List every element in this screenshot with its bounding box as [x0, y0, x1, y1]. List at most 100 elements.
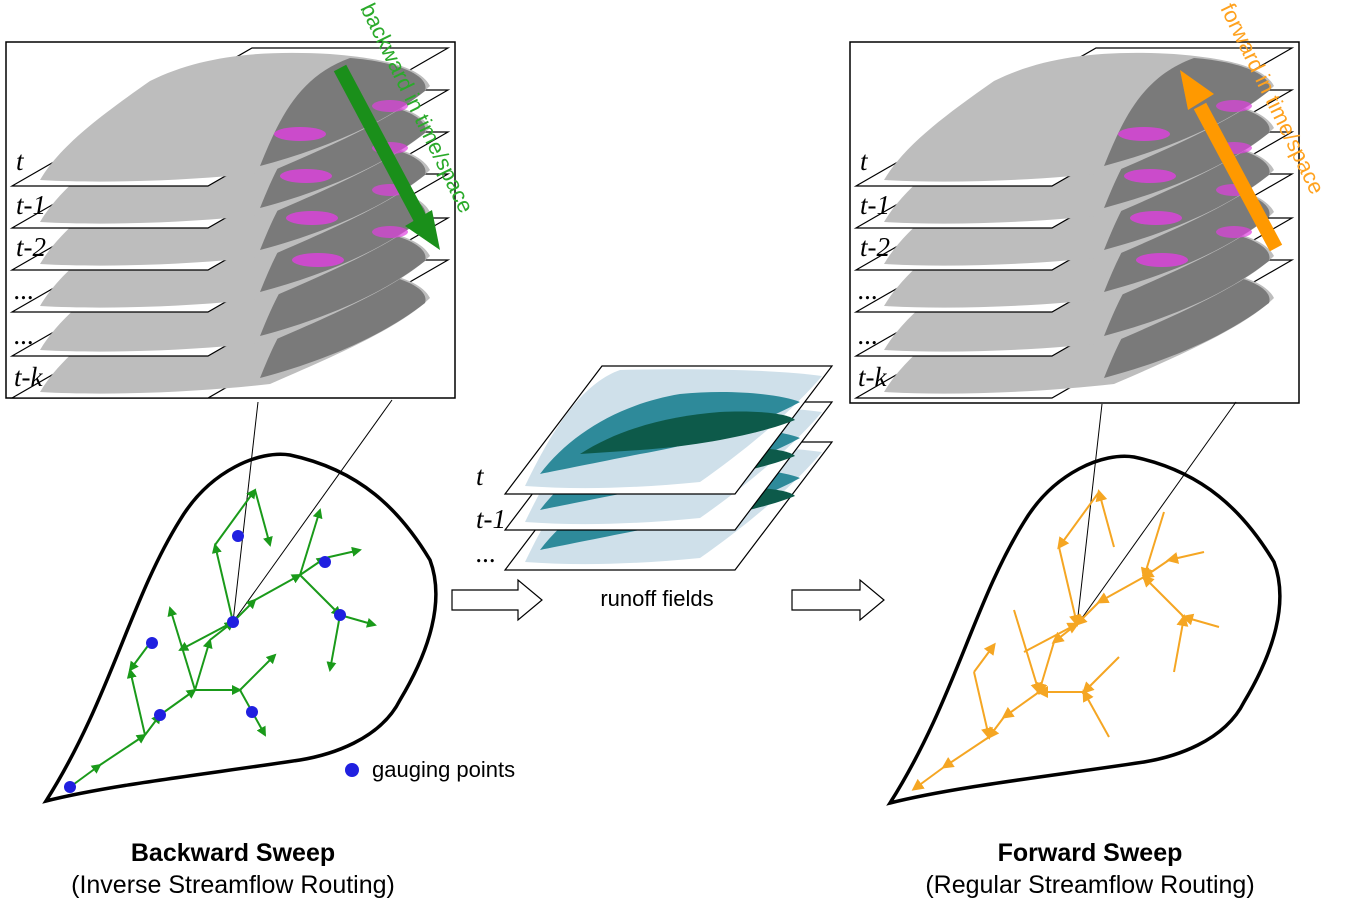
right-river-link: [1141, 574, 1185, 618]
right-time-labels: t t-1 t-2 ... ... t-k: [858, 146, 890, 392]
legend: gauging points: [345, 757, 515, 782]
gauge-point: [64, 781, 76, 793]
runoff-layer-2: [503, 365, 834, 495]
right-river-link: [911, 766, 945, 791]
left-layer-river-patch: [260, 228, 426, 336]
right-map-stack: [849, 41, 1300, 404]
left-river-link: [299, 508, 323, 576]
right-layer-highlight: [1118, 127, 1170, 141]
right-layer-river-patch: [1104, 270, 1270, 378]
gauge-point: [154, 709, 166, 721]
right-layer-river-patch: [1104, 228, 1270, 336]
left-layer-highlight: [280, 169, 332, 183]
flow-arrow-right: [791, 578, 885, 622]
runoff-caption: runoff fields: [600, 586, 713, 611]
right-river-link: [987, 716, 1005, 740]
left-river-link: [69, 763, 102, 788]
right-river-link: [1081, 656, 1120, 695]
left-river-link: [128, 642, 151, 672]
right-connector-2: [1076, 401, 1237, 626]
left-river-link: [194, 638, 213, 691]
left-layer-highlight: [372, 100, 408, 112]
right-river-link: [1023, 622, 1080, 653]
left-layer-0: [9, 47, 451, 187]
right-river-link: [1181, 613, 1220, 628]
left-label-t-1: t-1: [16, 190, 46, 220]
right-river-link: [1140, 511, 1165, 580]
left-river-link: [299, 574, 342, 617]
left-layers: [9, 47, 451, 399]
right-watershed-outline: [886, 454, 1282, 806]
right-connector-1: [1076, 403, 1103, 626]
left-river-link: [178, 621, 234, 651]
runoff-label-ellipsis: ...: [476, 538, 496, 568]
gauge-point: [227, 616, 239, 628]
left-label-t-2: t-2: [16, 232, 46, 262]
flow-arrow-left: [451, 578, 543, 622]
gauge-point: [334, 609, 346, 621]
runoff-layers: [503, 365, 834, 571]
runoff-label-t: t: [476, 461, 485, 491]
left-river-link: [159, 688, 197, 716]
right-label-t: t: [860, 146, 869, 176]
right-river-link: [1001, 691, 1040, 719]
right-river-link: [1082, 689, 1110, 738]
right-label-t-2: t-2: [860, 232, 890, 262]
right-river-link: [973, 671, 993, 740]
backward-sweep-subtitle: (Inverse Streamflow Routing): [71, 871, 395, 899]
left-river-link: [239, 653, 277, 691]
forward-arrow-shaft: [1193, 102, 1283, 252]
left-layer-highlight: [292, 253, 344, 267]
right-layer-highlight: [1136, 253, 1188, 267]
right-river-network: [911, 489, 1220, 791]
gauge-point: [232, 530, 244, 542]
right-layer-highlight: [1216, 100, 1252, 112]
runoff-label-t-1: t-1: [476, 504, 506, 534]
right-river-link: [1095, 489, 1115, 548]
left-label-ellipsis-2: ...: [14, 320, 34, 350]
right-river-link: [1035, 641, 1055, 695]
backward-arrow-head: [405, 210, 440, 250]
forward-arrow-head: [1180, 70, 1214, 110]
runoff-stack: t t-1 ... runoff fields: [476, 365, 834, 611]
left-time-labels: t t-1 t-2 ... ... t-k: [14, 146, 46, 392]
left-connector-1: [232, 401, 259, 623]
gauge-point: [246, 706, 258, 718]
right-river-link: [973, 642, 996, 673]
right-river-link: [1096, 576, 1145, 604]
right-river-link: [1074, 601, 1100, 627]
gauge-point: [146, 637, 158, 649]
right-river-link: [941, 736, 990, 769]
gauge-legend-dot: [345, 763, 359, 777]
left-river-network: [64, 488, 377, 793]
left-map-stack: [5, 41, 456, 399]
gauge-legend-label: gauging points: [372, 757, 515, 782]
right-river-link: [1166, 551, 1205, 564]
left-river-link: [99, 733, 147, 766]
left-label-ellipsis-1: ...: [14, 275, 34, 305]
left-river-link: [326, 614, 341, 672]
left-river-link: [211, 543, 234, 623]
left-label-t-k: t-k: [14, 362, 43, 392]
gauge-point: [319, 556, 331, 568]
right-layer-highlight: [1130, 211, 1182, 225]
right-label-ellipsis-2: ...: [858, 320, 878, 350]
right-layer-highlight: [1124, 169, 1176, 183]
right-label-t-k: t-k: [858, 362, 887, 392]
left-river-link: [254, 574, 302, 601]
left-river-link: [126, 668, 146, 736]
right-river-link: [1058, 546, 1081, 627]
left-layer-river-patch: [260, 270, 426, 378]
forward-sweep-title: Forward Sweep: [998, 839, 1183, 867]
right-river-link: [1057, 491, 1100, 550]
backward-arrow-shaft: [333, 64, 429, 226]
backward-sweep-title: Backward Sweep: [131, 839, 335, 867]
left-layer-highlight: [286, 211, 338, 225]
left-river-link: [254, 489, 273, 547]
left-layer-highlight: [274, 127, 326, 141]
left-river-link: [339, 614, 377, 628]
right-layer-highlight: [1216, 226, 1252, 238]
left-layer-highlight: [372, 226, 408, 238]
left-river-link: [324, 546, 362, 559]
